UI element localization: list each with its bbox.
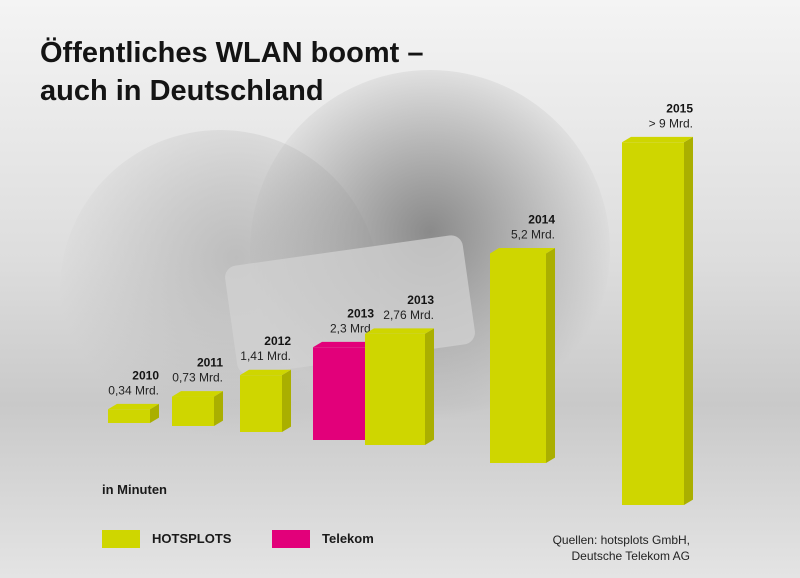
value-label-2: 1,41 Mrd.	[240, 349, 291, 363]
bar-top-0	[108, 403, 159, 410]
bar-side-2	[282, 369, 291, 432]
page-title: Öffentliches WLAN boomt – auch in Deutsc…	[40, 34, 600, 110]
bar-top-3	[313, 341, 374, 348]
bar-top-4	[365, 328, 434, 334]
category-label-1: 2011	[197, 356, 223, 370]
category-label-0: 2010	[132, 368, 159, 382]
legend-swatch-hotsplots	[102, 530, 140, 548]
sources-line-2: Deutsche Telekom AG	[571, 549, 690, 563]
legend-swatch-telekom	[272, 530, 310, 548]
category-label-4: 2013	[407, 293, 434, 307]
bar-top-2	[240, 369, 291, 376]
bar-2011-1	[172, 396, 214, 426]
legend-label-telekom: Telekom	[322, 531, 374, 546]
value-label-3: 2,3 Mrd.	[330, 321, 374, 335]
bar-2013-3	[313, 347, 365, 440]
value-label-0: 0,34 Mrd.	[108, 383, 159, 397]
value-label-6: > 9 Mrd.	[649, 116, 693, 130]
bar-top-5	[490, 248, 555, 254]
bar-top-6	[622, 136, 693, 143]
bar-side-6	[684, 136, 693, 505]
bar-2013-4	[365, 333, 425, 445]
title-line-1: Öffentliches WLAN boomt –	[40, 37, 424, 69]
title-line-2: auch in Deutschland	[40, 75, 324, 107]
category-label-5: 2014	[528, 212, 555, 226]
bar-side-4	[425, 328, 434, 445]
value-label-4: 2,76 Mrd.	[383, 308, 434, 322]
bar-side-5	[546, 248, 555, 463]
sources-note: Quellen: hotsplots GmbH, Deutsche Teleko…	[553, 532, 690, 564]
category-label-3: 2013	[347, 306, 374, 320]
value-label-1: 0,73 Mrd.	[172, 371, 223, 385]
unit-label: in Minuten	[102, 482, 167, 497]
bar-2015-6	[622, 142, 684, 506]
sources-line-1: Quellen: hotsplots GmbH,	[552, 533, 690, 547]
category-label-2: 2012	[264, 334, 291, 348]
bar-2010-0	[108, 409, 150, 423]
bar-2012-2	[240, 375, 282, 432]
bar-side-1	[214, 391, 223, 426]
value-label-5: 5,2 Mrd.	[511, 227, 555, 241]
bar-side-0	[150, 403, 159, 423]
category-label-6: 2015	[666, 101, 693, 115]
bar-group-6: 2015> 9 Mrd.	[622, 101, 693, 506]
legend-label-hotsplots: HOTSPLOTS	[152, 531, 232, 546]
bar-top-1	[172, 391, 223, 397]
bar-2014-5	[490, 253, 546, 463]
